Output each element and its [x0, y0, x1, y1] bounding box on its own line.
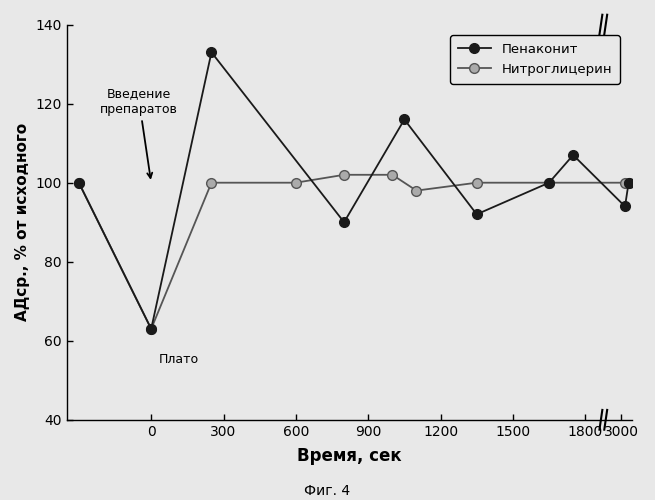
Пенаконит [400, 116, 408, 122]
Пенаконит [340, 219, 348, 225]
Legend: Пенаконит, Нитроглицерин: Пенаконит, Нитроглицерин [450, 35, 620, 84]
Пенаконит [569, 152, 577, 158]
Пенаконит [545, 180, 553, 186]
Нитроглицерин [545, 180, 553, 186]
Text: Плато: Плато [159, 352, 198, 366]
Нитроглицерин [388, 172, 396, 178]
Пенаконит [75, 180, 83, 186]
Нитроглицерин [208, 180, 215, 186]
Y-axis label: АДср., % от исходного: АДср., % от исходного [15, 123, 30, 322]
Пенаконит [147, 326, 155, 332]
Нитроглицерин [147, 326, 155, 332]
Пенаконит [621, 204, 629, 210]
Line: Нитроглицерин: Нитроглицерин [74, 170, 633, 334]
Text: Введение
препаратов: Введение препаратов [100, 88, 178, 178]
Пенаконит [625, 180, 633, 186]
Пенаконит [473, 212, 481, 218]
Нитроглицерин [292, 180, 300, 186]
Нитроглицерин [473, 180, 481, 186]
Нитроглицерин [625, 180, 633, 186]
Line: Пенаконит: Пенаконит [74, 48, 633, 334]
Нитроглицерин [75, 180, 83, 186]
X-axis label: Время, сек: Время, сек [297, 447, 402, 465]
Пенаконит [208, 50, 215, 56]
Нитроглицерин [621, 180, 629, 186]
Нитроглицерин [413, 188, 421, 194]
Text: Фиг. 4: Фиг. 4 [305, 484, 350, 498]
Нитроглицерин [340, 172, 348, 178]
